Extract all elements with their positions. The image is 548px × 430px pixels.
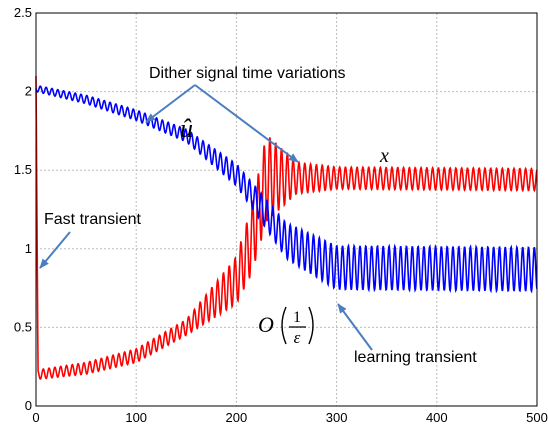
series-line-0 — [35, 75, 538, 380]
dither-arrow-left — [145, 84, 196, 123]
big-o-letter: O — [258, 312, 274, 337]
x-tick-label: 400 — [426, 410, 448, 425]
y-tick-label: 1 — [25, 241, 32, 256]
annotation-dither: Dither signal time variations — [149, 65, 346, 82]
plot-frame — [35, 12, 538, 407]
label-u-hat: û — [180, 114, 193, 143]
fraction-denominator: ε — [294, 328, 301, 347]
left-paren — [281, 306, 287, 345]
y-tick-label: 2 — [25, 84, 32, 99]
big-o-expression: O 1 ε — [258, 306, 314, 347]
annotation-fast-transient: Fast transient — [44, 211, 141, 228]
fraction-numerator: 1 — [293, 309, 301, 326]
y-tick-label: 0 — [25, 398, 32, 413]
x-tick-label: 500 — [526, 410, 548, 425]
y-tick-label: 1.5 — [14, 162, 32, 177]
annotation-learning-transient: learning transient — [354, 349, 477, 366]
x-tick-label: 0 — [32, 410, 39, 425]
learning-transient-arrow — [337, 303, 373, 351]
tick-labels: 0 100 200 300 400 500 0 0.5 1 1.5 2 2.5 — [14, 5, 548, 425]
dither-arrow-right — [194, 84, 299, 163]
annotation-arrows — [39, 84, 373, 351]
y-tick-label: 2.5 — [14, 5, 32, 20]
x-tick-label: 100 — [125, 410, 147, 425]
series-layer — [35, 75, 538, 380]
fast-transient-arrow — [39, 231, 71, 269]
plot-background — [36, 13, 537, 406]
x-tick-label: 300 — [326, 410, 348, 425]
y-tick-label: 0.5 — [14, 319, 32, 334]
label-x: x — [379, 145, 389, 167]
x-tick-label: 200 — [226, 410, 248, 425]
right-paren — [308, 306, 314, 345]
series-line-1 — [35, 85, 538, 294]
